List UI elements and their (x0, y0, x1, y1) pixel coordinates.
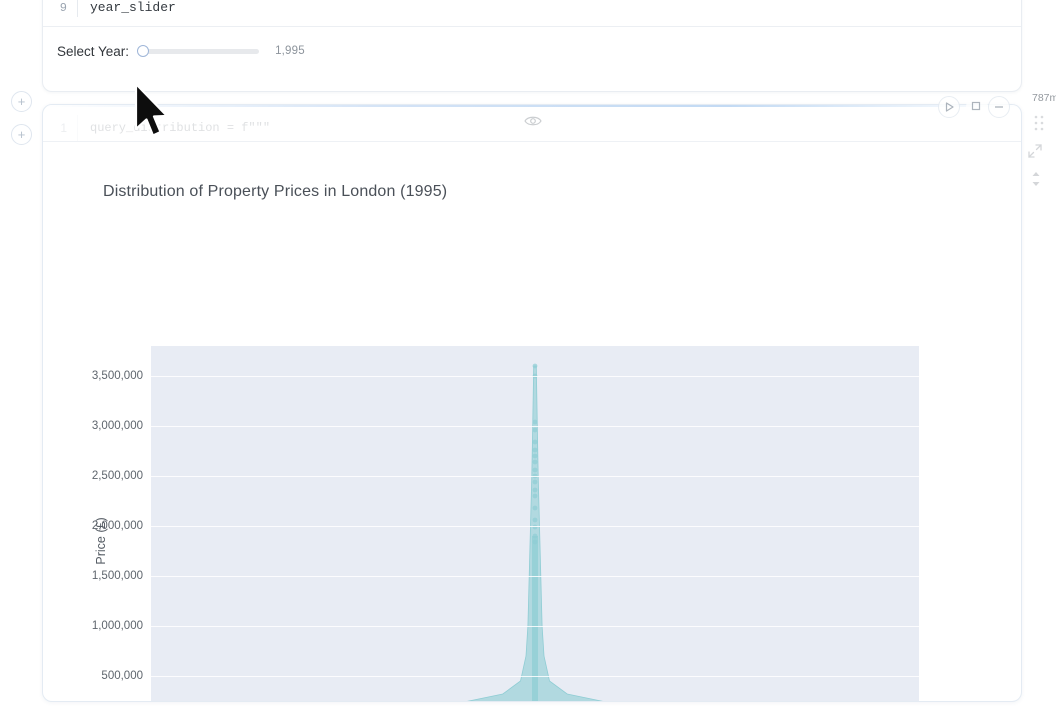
outlier-point (532, 467, 538, 473)
outlier-point (532, 419, 538, 425)
run-cell-button[interactable] (938, 96, 960, 118)
violin-spine (532, 536, 538, 701)
outlier-point (532, 533, 538, 539)
code-editor[interactable]: 8 ) 9 year_slider (43, 0, 1021, 17)
y-axis-tick-label: 1,500,000 (91, 570, 143, 582)
gutter-rule (77, 0, 78, 17)
outlier-point (532, 363, 538, 369)
expand-arrows-icon[interactable] (1026, 142, 1044, 165)
drag-dots-icon[interactable] (1032, 114, 1046, 137)
slider-handle-icon[interactable] (137, 45, 150, 57)
outlier-point (532, 427, 538, 433)
year-slider-input[interactable] (137, 43, 260, 59)
outlier-point (532, 447, 538, 453)
code-text: query_distribution = f""" (90, 121, 271, 135)
cell-divider (43, 26, 1021, 27)
code-cell-year-slider[interactable]: 8 ) 9 year_slider Select Year: 1,995 (42, 0, 1022, 92)
play-icon (945, 102, 954, 112)
y-axis-tick-label: 2,000,000 (91, 520, 143, 532)
year-slider-widget[interactable]: Select Year: 1,995 (43, 27, 1021, 75)
line-number: 1 (60, 121, 67, 135)
y-axis-tick-label: 3,500,000 (91, 370, 143, 382)
violin-chart: Distribution of Property Prices in Londo… (43, 143, 1021, 701)
line-number: 9 (59, 0, 67, 15)
outlier-point (532, 439, 538, 445)
outlier-point (532, 505, 538, 511)
gridline (151, 676, 919, 677)
violin-shape (467, 363, 603, 701)
y-axis-tick-label: 2,500,000 (91, 470, 143, 482)
outlier-point (532, 524, 538, 530)
slider-value: 1,995 (275, 45, 305, 57)
y-axis-tick-label: 500,000 (101, 670, 143, 682)
output-cell[interactable]: 1 query_distribution = f""" Distribution… (42, 104, 1022, 702)
outlier-point (532, 459, 538, 465)
gutter-rule (77, 115, 78, 141)
gridline (151, 426, 919, 427)
code-line[interactable]: 9 year_slider (43, 0, 1021, 17)
stop-square-icon (971, 101, 981, 111)
gridline (151, 576, 919, 577)
outlier-point (532, 539, 538, 545)
outlier-point (532, 453, 538, 459)
cell-divider (43, 141, 1021, 142)
y-axis-tick-label: 3,000,000 (91, 420, 143, 432)
cell-focus-indicator (43, 105, 1021, 107)
vertical-resize-icon[interactable] (1028, 170, 1044, 193)
add-cell-below-button[interactable]: + (11, 124, 32, 145)
eye-icon[interactable] (524, 114, 542, 133)
outlier-point (532, 479, 538, 485)
plot-area (151, 346, 919, 701)
gridline (151, 526, 919, 527)
gridline (151, 376, 919, 377)
y-axis-ticks: 0500,0001,000,0001,500,0002,000,0002,500… (43, 346, 143, 701)
code-text: year_slider (90, 0, 176, 15)
collapse-cell-button[interactable] (988, 96, 1010, 118)
chart-title: Distribution of Property Prices in Londo… (103, 183, 448, 200)
y-axis-tick-label: 1,000,000 (91, 620, 143, 632)
slider-label: Select Year: (57, 43, 130, 59)
cell-run-time: 787m (1032, 92, 1056, 104)
outlier-point (532, 487, 538, 493)
minus-icon (995, 106, 1003, 108)
outlier-point (532, 517, 538, 523)
stop-cell-button[interactable] (966, 96, 988, 118)
add-cell-above-button[interactable]: + (11, 91, 32, 112)
slider-track[interactable] (143, 48, 260, 54)
gridline (151, 626, 919, 627)
gridline (151, 476, 919, 477)
y-axis-label: Price (£) (94, 517, 108, 565)
outlier-point (532, 493, 538, 499)
